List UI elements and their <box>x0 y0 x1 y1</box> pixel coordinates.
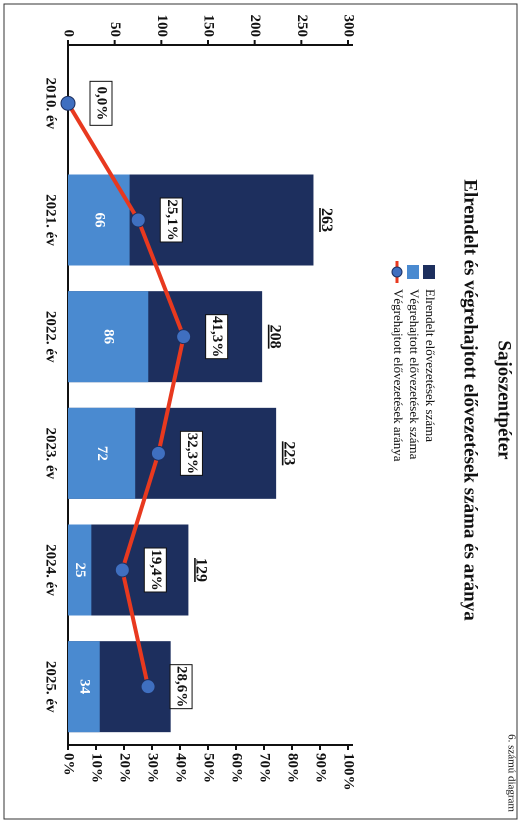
y2-tick-label: 40% <box>173 753 189 783</box>
legend-swatch <box>407 265 419 279</box>
value-label: 0,0% <box>94 86 110 120</box>
x-tick-label: 2010. év <box>43 77 59 129</box>
bar-total-label: 223 <box>280 441 297 465</box>
y-tick-label: 300 <box>341 15 357 38</box>
legend-label: Végrehajtott elővezetések aránya <box>391 289 406 462</box>
y-tick-label: 100 <box>154 15 170 38</box>
legend-marker <box>391 266 403 278</box>
line <box>66 102 186 688</box>
bar <box>68 524 92 616</box>
rotated-chart: Sajószentpéter Elrendelt és végrehajtott… <box>3 3 518 820</box>
value-label-box <box>179 430 203 476</box>
value-label-box <box>89 80 113 126</box>
y2-tick-label: 90% <box>313 753 329 783</box>
legend-swatch <box>423 265 435 279</box>
bar-total-label: 263 <box>318 208 335 232</box>
value-label: 32,3% <box>184 433 200 474</box>
value-label-box <box>159 197 183 243</box>
legend-label: Elrendelt elővezetések száma <box>423 289 438 442</box>
x-tick-label: 2025. év <box>43 661 59 713</box>
y2-tick-label: 20% <box>117 753 133 783</box>
x-tick-label: 2021. év <box>43 194 59 246</box>
line-marker <box>60 95 76 111</box>
value-label-box <box>143 547 167 593</box>
chart-title: Elrendelt és végrehajtott elővezetések s… <box>460 179 481 621</box>
frame <box>3 3 518 820</box>
line-marker <box>140 679 156 695</box>
y2-tick-label: 100% <box>341 753 357 791</box>
line-marker <box>130 212 146 228</box>
bar <box>68 407 136 499</box>
value-label-box <box>169 664 193 710</box>
line-marker <box>114 562 130 578</box>
bar <box>67 291 149 383</box>
value-label: 25,1% <box>164 199 180 240</box>
bar-total-label: 208 <box>266 325 283 349</box>
value-label: 28,6% <box>174 666 190 707</box>
value-label: 41,3% <box>209 316 225 357</box>
caption: 6. számú diagram <box>505 734 517 812</box>
bar-value-label: 86 <box>101 329 117 345</box>
bar-value-label: 66 <box>91 213 107 229</box>
bar <box>68 641 100 733</box>
bar-value-label: 34 <box>76 679 92 695</box>
bar <box>68 174 130 266</box>
y-tick-label: 0 <box>61 30 77 38</box>
y2-tick-label: 0% <box>61 753 77 776</box>
bar-value-label: 25 <box>72 563 88 578</box>
header: Sajószentpéter <box>494 340 515 460</box>
y-tick-label: 250 <box>294 15 310 38</box>
y2-tick-label: 30% <box>145 753 161 783</box>
line-marker <box>176 329 192 345</box>
y2-tick-label: 50% <box>201 753 217 783</box>
x-tick-label: 2024. év <box>43 544 59 596</box>
legend-label: Végrehajtott elővezetések száma <box>407 289 422 460</box>
x-tick-label: 2022. év <box>43 311 59 363</box>
y2-tick-label: 60% <box>229 753 245 783</box>
value-label: 19,4% <box>148 549 164 590</box>
y-tick-label: 50 <box>107 22 123 37</box>
y-tick-label: 200 <box>247 15 263 38</box>
value-label-box <box>205 314 229 360</box>
line-marker <box>150 445 166 461</box>
y-tick-label: 150 <box>201 15 217 38</box>
bar-value-label: 72 <box>94 446 110 461</box>
y2-tick-label: 10% <box>89 753 105 783</box>
x-tick-label: 2023. év <box>43 427 59 479</box>
y2-tick-label: 80% <box>285 753 301 783</box>
bar-total-label: 129 <box>193 558 210 582</box>
y2-tick-label: 70% <box>257 753 273 783</box>
